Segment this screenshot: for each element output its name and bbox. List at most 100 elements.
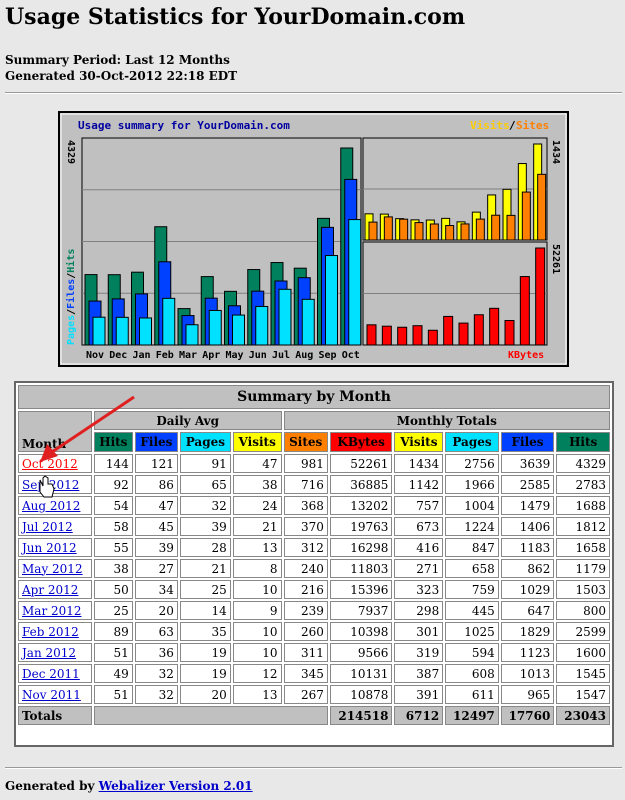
month-link[interactable]: Mar 2012 (22, 603, 82, 618)
daily-value: 65 (179, 475, 231, 494)
total-pages: 12497 (445, 706, 499, 725)
col-monthly-pages: Pages (445, 432, 499, 452)
daily-value: 91 (179, 454, 231, 473)
daily-value: 20 (134, 601, 178, 620)
monthly-value: 36885 (329, 475, 393, 494)
kbytes-bar (473, 314, 484, 346)
kbytes-bar (519, 276, 530, 346)
daily-value: 13 (232, 538, 282, 557)
col-monthly-hits: Hits (556, 432, 610, 452)
table-row: Jul 2012 58 45 39 21 370 19763 673 1224 1406 1812 (18, 517, 610, 536)
month-link[interactable]: Feb 2012 (22, 624, 79, 639)
monthly-value: 716 (283, 475, 328, 494)
sites-bar (475, 218, 485, 241)
page-title: Usage Statistics for YourDomain.com (5, 4, 466, 30)
table-title: Summary by Month (18, 385, 610, 409)
month-link[interactable]: Nov 2011 (22, 687, 81, 702)
daily-value: 38 (93, 559, 133, 578)
daily-value: 38 (232, 475, 282, 494)
monthly-value: 311 (283, 643, 328, 662)
monthly-totals-header: Monthly Totals (283, 411, 610, 430)
monthly-value: 416 (394, 538, 444, 557)
totals-label: Totals (18, 706, 92, 725)
sites-bar (414, 222, 424, 241)
monthly-value: 260 (283, 622, 328, 641)
table-row: May 2012 38 27 21 8 240 11803 271 658 862 1179 (18, 559, 610, 578)
pages-bar (232, 314, 245, 346)
month-link[interactable]: Jan 2012 (22, 645, 77, 660)
monthly-value: 2756 (445, 454, 499, 473)
monthly-value: 1142 (394, 475, 444, 494)
legend-sep: / (509, 119, 516, 132)
daily-value: 35 (179, 622, 231, 641)
pages-bar (139, 317, 152, 346)
col-monthly-visits: Visits (394, 432, 444, 452)
month-column-header: Month (18, 411, 92, 452)
table-row: Aug 2012 54 47 32 24 368 13202 757 1004 1479 1688 (18, 496, 610, 515)
monthly-value: 2599 (556, 622, 610, 641)
month-cell: Jan 2012 (18, 643, 92, 662)
monthly-value: 1688 (556, 496, 610, 515)
month-link[interactable]: Sep 2012 (22, 477, 80, 492)
total-kbytes: 214518 (329, 706, 393, 725)
month-tick-label: Jul (272, 350, 290, 361)
kbytes-bar (366, 324, 377, 346)
col-monthly-files: Files (500, 432, 555, 452)
graph-bevel (60, 113, 567, 365)
month-link[interactable]: Oct 2012 (22, 456, 78, 471)
month-tick-label: Oct (342, 350, 360, 361)
table-row: Apr 2012 50 34 25 10 216 15396 323 759 1029 1503 (18, 580, 610, 599)
kbytes-bar (381, 325, 392, 346)
monthly-value: 345 (283, 664, 328, 683)
monthly-value: 594 (445, 643, 499, 662)
monthly-value: 391 (394, 685, 444, 704)
col-monthly-sites: Sites (283, 432, 328, 452)
monthly-value: 445 (445, 601, 499, 620)
month-tick-label: Dec (109, 350, 127, 361)
daily-avg-header: Daily Avg (93, 411, 282, 430)
month-tick-label: Jun (249, 350, 267, 361)
month-link[interactable]: Dec 2011 (22, 666, 80, 681)
month-link[interactable]: May 2012 (22, 561, 83, 576)
daily-value: 49 (93, 664, 133, 683)
monthly-value: 323 (394, 580, 444, 599)
monthly-value: 7937 (329, 601, 393, 620)
sites-bar (429, 223, 439, 241)
daily-value: 58 (93, 517, 133, 536)
monthly-value: 11803 (329, 559, 393, 578)
monthly-value: 16298 (329, 538, 393, 557)
pages-bar (115, 316, 129, 346)
y-axis-right-bottom-max: 52261 (550, 244, 561, 274)
legend-visits: Visits (470, 119, 510, 132)
daily-value: 27 (134, 559, 178, 578)
month-link[interactable]: Apr 2012 (22, 582, 79, 597)
total-files: 17760 (500, 706, 555, 725)
month-cell: Oct 2012 (18, 454, 92, 473)
pages-bar (348, 219, 362, 346)
footer-prefix: Generated by (5, 779, 95, 793)
monthly-value: 1545 (556, 664, 610, 683)
sites-bar (399, 218, 409, 241)
daily-value: 21 (232, 517, 282, 536)
monthly-value: 319 (394, 643, 444, 662)
monthly-value: 240 (283, 559, 328, 578)
monthly-value: 15396 (329, 580, 393, 599)
kbytes-bar (443, 315, 454, 346)
monthly-value: 370 (283, 517, 328, 536)
monthly-value: 611 (445, 685, 499, 704)
daily-value: 54 (93, 496, 133, 515)
month-link[interactable]: Aug 2012 (22, 498, 81, 513)
month-tick-label: Apr (202, 350, 220, 361)
month-link[interactable]: Jun 2012 (22, 540, 77, 555)
daily-value: 19 (179, 643, 231, 662)
monthly-value: 673 (394, 517, 444, 536)
table-row: Nov 2011 51 32 20 13 267 10878 391 611 965 1547 (18, 685, 610, 704)
pages-bar (325, 255, 338, 346)
pages-bar (255, 305, 269, 346)
table-row: Oct 2012 144 121 91 47 981 52261 1434 2756 3639 43… (18, 454, 610, 473)
webalizer-link[interactable]: Webalizer Version 2.01 (98, 779, 253, 793)
generated-date: Generated 30-Oct-2012 22:18 EDT (5, 69, 238, 83)
month-link[interactable]: Jul 2012 (22, 519, 73, 534)
monthly-value: 10398 (329, 622, 393, 641)
month-tick-label: Sep (319, 350, 337, 361)
